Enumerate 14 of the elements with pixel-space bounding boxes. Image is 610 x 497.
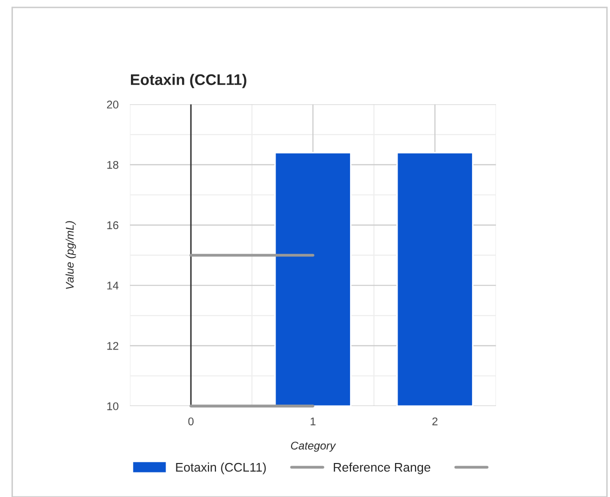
legend-label: Reference Range bbox=[334, 462, 430, 474]
y-tick-label: 20 bbox=[107, 100, 118, 109]
x-tick-label: 0 bbox=[188, 417, 194, 426]
y-axis-title: Value (pg/mL) bbox=[66, 221, 76, 289]
x-tick-label: 1 bbox=[310, 418, 316, 426]
y-tick-label: 16 bbox=[107, 221, 118, 230]
legend-label: Eotaxin (CCL11) bbox=[176, 462, 266, 474]
y-tick-label: 14 bbox=[107, 282, 118, 290]
x-tick-label: 2 bbox=[432, 417, 438, 426]
y-tick-label: 18 bbox=[107, 160, 118, 169]
chart-title: Eotaxin (CCL11) bbox=[130, 74, 246, 88]
y-tick-label: 12 bbox=[107, 342, 118, 350]
y-tick-label: 10 bbox=[107, 402, 118, 410]
x-axis-title: Category bbox=[291, 442, 336, 452]
